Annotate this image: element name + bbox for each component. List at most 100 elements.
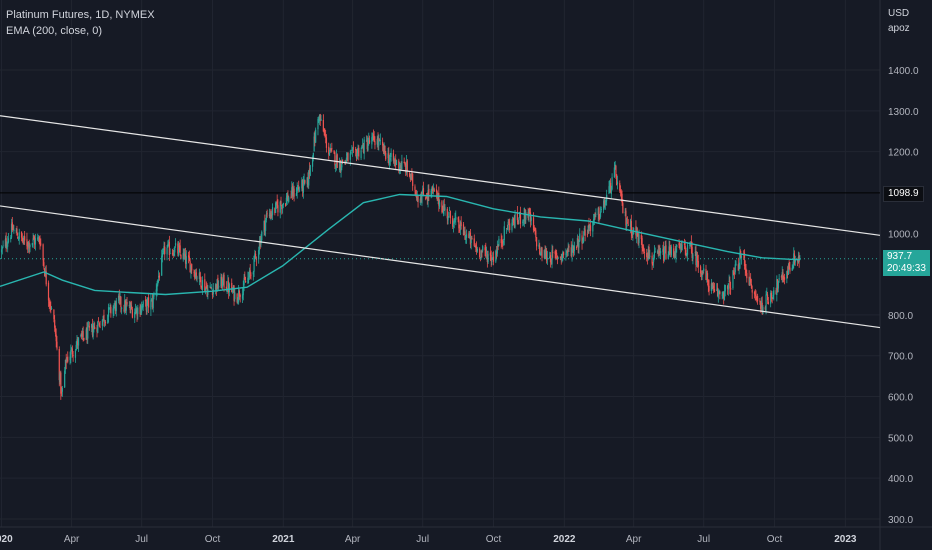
candle-body [497,245,499,247]
candle-body [529,212,532,222]
candle-body [382,141,384,146]
candle-body [363,139,365,154]
candle-body [352,147,354,149]
candle-body [236,294,238,303]
candle-body [335,155,338,166]
candle-body [97,321,100,323]
candle-body [570,247,572,257]
candle-body [125,303,127,311]
candle-body [554,251,556,254]
candle-body [329,147,331,151]
candle-body [646,252,648,257]
candle-body [146,300,148,312]
candle-body [589,225,592,231]
time-tick-label: 2020 [0,534,13,545]
candle-body [49,301,51,307]
candle-body [241,294,244,299]
candle-body [489,252,492,256]
candle-body [144,300,147,302]
candle-body [168,242,170,244]
candle-body [379,139,381,142]
candle-body [45,271,47,285]
candle-body [449,210,451,219]
candle-body [307,178,309,185]
candle-body [735,263,737,265]
candle-body [619,189,622,193]
candle-body [686,255,688,257]
candle-body [142,301,144,308]
candle-body [151,299,153,301]
candle-body [270,214,272,217]
candle-body [355,150,358,159]
candle-body [238,291,241,297]
candle-body [643,247,645,252]
candle-body [783,277,786,280]
candle-body [114,302,116,306]
last-price-value: 937.7 [887,251,913,262]
candle-body [308,168,311,175]
candle-body [277,205,279,213]
candle-body [50,306,52,310]
candle-body [707,280,709,287]
candle-body [783,277,785,280]
candle-body [157,279,159,285]
candle-body [797,260,799,262]
candle-body [91,323,93,328]
candle-body [551,250,553,265]
candle-body [696,255,698,267]
candle-body [552,252,554,253]
candle-body [608,186,610,194]
candle-body [258,240,261,251]
candle-body [637,236,639,245]
price-tick-label: 1000.0 [888,229,919,240]
candle-body [403,161,405,163]
candle-body [685,249,687,257]
candle-body [653,257,655,262]
candle-body [536,237,538,247]
unit-label[interactable]: apoz [888,23,910,34]
candle-body [684,246,686,250]
candle-body [242,287,244,296]
candle-body [334,152,336,166]
candle-body [117,295,120,301]
candle-body [83,337,85,340]
candle-body [216,279,218,292]
candle-body [528,209,530,217]
candle-body [32,238,34,242]
currency-label[interactable]: USD [888,8,910,19]
candle-body [480,250,482,258]
candle-body [458,219,460,229]
candle-body [82,331,84,337]
candle-body [409,175,411,180]
candle-body [578,240,580,248]
candle-body [252,272,254,275]
indicator-label[interactable]: EMA (200, close, 0) [6,25,102,37]
candle-body [362,143,364,153]
symbol-title[interactable]: Platinum Futures, 1D, NYMEX [6,9,155,21]
candle-body [513,221,515,227]
candle-body [518,217,520,221]
candle-body [395,159,398,166]
candle-body [641,238,643,248]
candle-body [465,234,468,238]
candle-body [626,223,628,228]
candle-body [7,238,10,243]
candle-body [680,243,682,250]
time-tick-label: Apr [64,534,80,545]
candle-body [675,248,677,259]
candle-body [136,309,138,316]
candle-body [642,246,644,250]
candle-body [193,271,195,273]
candle-body [506,228,508,230]
candle-body [302,179,304,193]
candle-body [398,160,400,169]
candle-body [452,218,454,227]
candle-body [778,278,780,280]
candle-body [545,251,547,259]
candle-body [184,254,187,264]
candle-body [60,391,63,394]
candle-body [365,140,368,142]
candle-body [166,247,168,255]
